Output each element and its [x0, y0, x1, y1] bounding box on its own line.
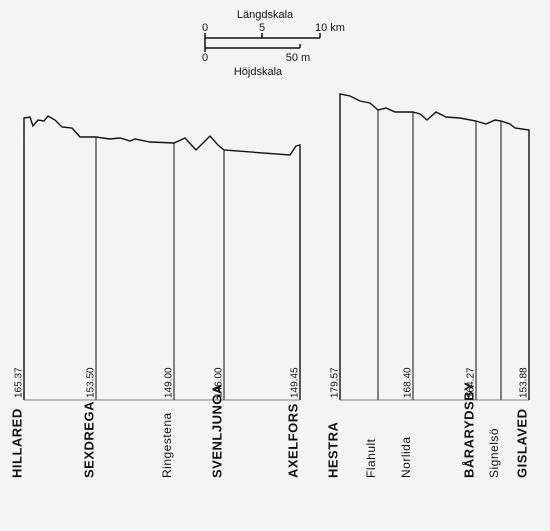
scale-label: 0	[202, 22, 208, 34]
station-elevation: 168.40	[403, 367, 414, 398]
station-name: HESTRA	[325, 421, 340, 478]
station-name: AXELFORS	[285, 403, 300, 478]
station-elevation: 153.50	[86, 367, 97, 398]
scale-label: 0	[202, 52, 208, 64]
length-scale-title: Längdskala	[237, 9, 294, 21]
profile-outline	[23, 115, 301, 400]
profile-outline	[339, 93, 530, 400]
height-scale-title: Höjdskala	[234, 66, 283, 78]
station-name: Ringestena	[160, 412, 174, 478]
station-name: Flahult	[364, 438, 378, 478]
station-name: SEXDREGA	[81, 401, 96, 478]
station-elevation: 149.00	[164, 367, 175, 398]
station-elevation: 149.45	[290, 367, 301, 398]
station-name: GISLAVED	[514, 409, 529, 479]
scale-label: 10 km	[315, 22, 345, 34]
station-name: Norlida	[399, 436, 413, 478]
scale-label: 5	[259, 22, 265, 34]
station-elevation: 153.88	[519, 367, 530, 398]
station-elevation: 165.37	[14, 367, 25, 398]
station-elevation: 146.00	[214, 367, 225, 398]
station-elevation: 164.27	[466, 367, 477, 398]
station-name: HILLARED	[9, 408, 24, 478]
station-name: Signelsö	[487, 428, 501, 478]
station-name: SVENLJUNGA	[209, 384, 224, 478]
station-elevation: 179.57	[330, 367, 341, 398]
station-name: BÅRARYDSBY	[461, 382, 476, 478]
scale-label: 50 m	[286, 52, 310, 64]
scale-bar	[204, 33, 321, 52]
